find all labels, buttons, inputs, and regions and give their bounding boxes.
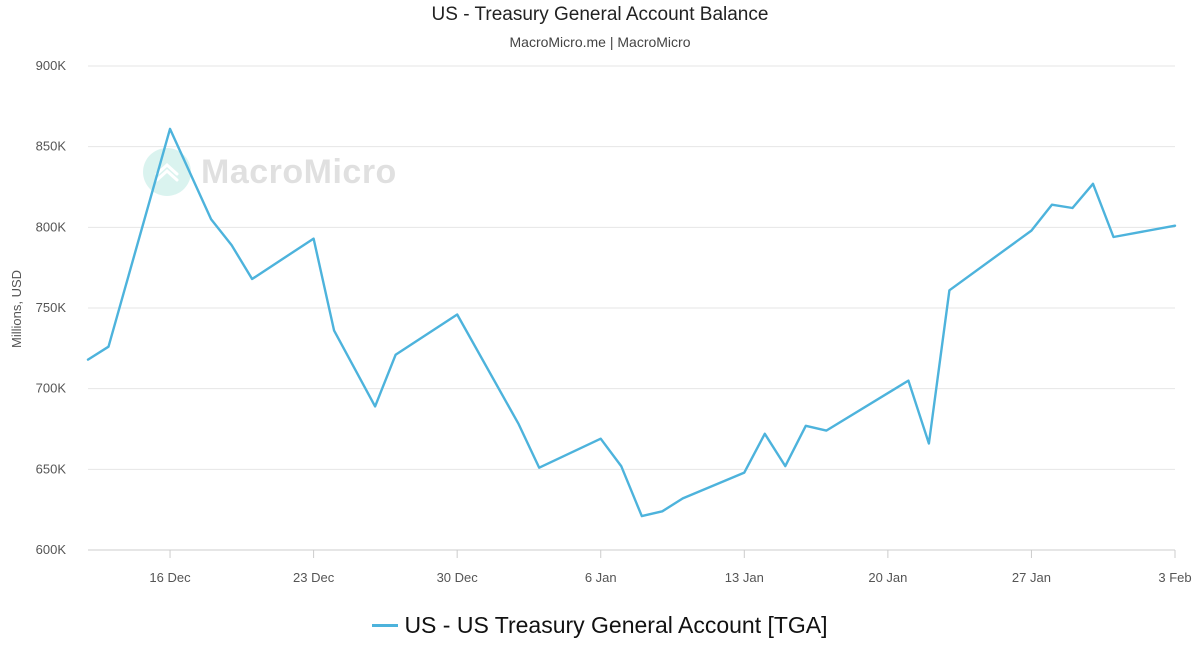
y-tick-label: 750K [36, 300, 67, 315]
y-axis-label: Millions, USD [9, 270, 24, 348]
x-tick-label: 16 Dec [149, 570, 191, 585]
x-tick-label: 23 Dec [293, 570, 335, 585]
y-tick-label: 800K [36, 219, 67, 234]
x-tick-label: 30 Dec [437, 570, 479, 585]
y-tick-label: 850K [36, 139, 67, 154]
chart-legend[interactable]: US - US Treasury General Account [TGA] [0, 612, 1200, 639]
x-tick-label: 6 Jan [585, 570, 617, 585]
legend-series-swatch [372, 624, 399, 627]
series-line [86, 127, 1177, 518]
x-tick-label: 3 Feb [1158, 570, 1191, 585]
chart-title: US - Treasury General Account Balance [431, 4, 769, 25]
y-axis-ticks: 600K 650K 700K 750K 800K 850K 900K [36, 58, 67, 557]
x-tick-label: 20 Jan [868, 570, 907, 585]
chart-subtitle: MacroMicro.me | MacroMicro [509, 34, 691, 50]
y-tick-label: 600K [36, 542, 67, 557]
tga-line-chart: 600K 650K 700K 750K 800K 850K 900K 16 Dec 23 De… [9, 58, 1192, 585]
x-tick-label: 13 Jan [725, 570, 764, 585]
x-axis: 16 Dec 23 Dec 30 Dec 6 Jan 13 Jan 20 Jan 27 Ja… [149, 550, 1192, 585]
chart-gridlines [88, 65, 1175, 551]
x-tick-label: 27 Jan [1012, 570, 1051, 585]
y-tick-label: 700K [36, 381, 67, 396]
y-tick-label: 900K [36, 58, 67, 73]
y-tick-label: 650K [36, 461, 67, 476]
chart-series [86, 127, 1177, 518]
legend-series-label: US - US Treasury General Account [TGA] [404, 612, 828, 638]
